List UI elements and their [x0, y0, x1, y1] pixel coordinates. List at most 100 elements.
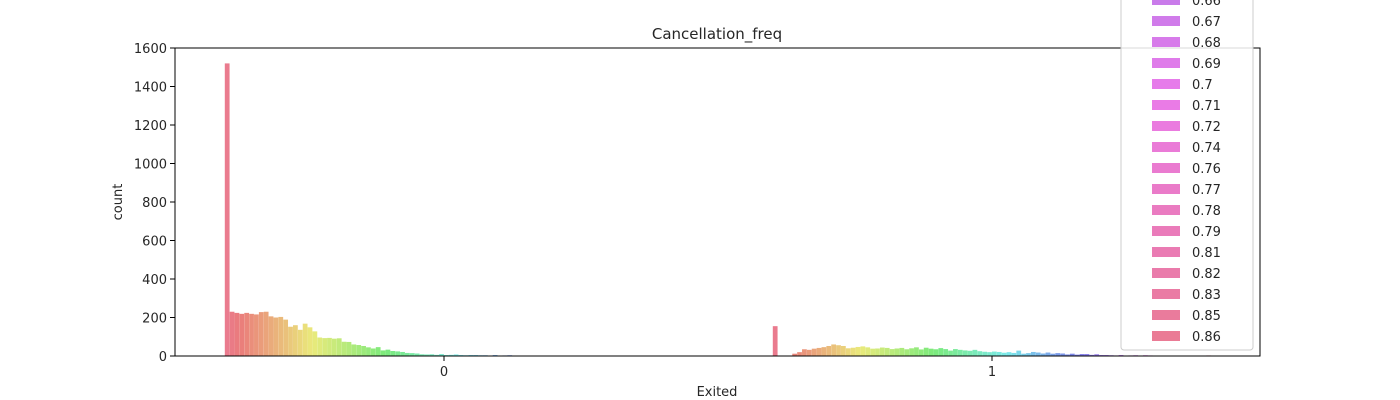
- bar-0-23: [336, 338, 342, 356]
- legend-swatch: [1152, 142, 1180, 152]
- legend-label: 0.77: [1192, 183, 1221, 198]
- bar-0-2: [234, 312, 240, 356]
- bar-1-13: [836, 345, 841, 356]
- bar-1-52: [1026, 353, 1031, 356]
- bar-1-5: [797, 352, 802, 356]
- bar-1-16: [850, 347, 856, 356]
- bar-0-0: [224, 63, 230, 357]
- bar-1-7: [806, 349, 812, 356]
- bar-1-55: [1040, 353, 1046, 356]
- bar-1-34: [938, 348, 944, 356]
- bar-0-3: [239, 313, 245, 356]
- legend-swatch: [1152, 268, 1180, 278]
- bar-1-29: [914, 347, 919, 356]
- y-tick-label: 1600: [134, 42, 167, 57]
- bar-0-33: [385, 349, 391, 356]
- bar-1-26: [899, 347, 905, 356]
- bar-0-25: [346, 341, 352, 356]
- legend-label: 0.66: [1192, 0, 1221, 9]
- bar-1-24: [889, 349, 895, 356]
- plot-frame: [174, 47, 1261, 357]
- bar-1-41: [972, 349, 978, 356]
- bar-1-53: [1030, 351, 1036, 356]
- bar-1-12: [831, 344, 837, 356]
- legend-label: 0.85: [1192, 309, 1221, 324]
- bar-0-10: [273, 317, 279, 356]
- legend-label: 0.81: [1192, 246, 1221, 261]
- legend-label: 0.67: [1192, 15, 1221, 30]
- bar-0-9: [268, 316, 274, 356]
- bar-0-19: [317, 337, 323, 356]
- bar-0-47: [453, 354, 459, 356]
- legend-swatch: [1152, 331, 1180, 341]
- bar-1-64: [1084, 354, 1090, 356]
- bar-1-38: [957, 349, 963, 356]
- bar-1-37: [953, 349, 958, 356]
- bar-1-30: [918, 349, 924, 356]
- bar-1-20: [870, 348, 875, 356]
- legend-swatch: [1152, 310, 1180, 320]
- bar-1-35: [943, 349, 949, 356]
- bar-1-21: [875, 348, 880, 356]
- bar-1-51: [1021, 353, 1026, 356]
- bar-0-43: [434, 354, 440, 356]
- bar-1-28: [909, 348, 914, 356]
- bar-1-25: [894, 348, 900, 356]
- legend-label: 0.86: [1192, 330, 1221, 345]
- legend-swatch: [1152, 247, 1180, 257]
- bar-1-4: [792, 353, 798, 356]
- bar-1-17: [855, 346, 861, 356]
- legend-swatch: [1152, 205, 1180, 215]
- bar-1-60: [1065, 354, 1070, 356]
- bar-0-40: [419, 354, 425, 356]
- y-tick-label: 0: [159, 350, 167, 365]
- bar-0-27: [356, 345, 362, 356]
- bar-1-27: [904, 349, 910, 356]
- legend-label: 0.83: [1192, 288, 1221, 303]
- legend-label: 0.76: [1192, 162, 1221, 177]
- bar-0-35: [395, 351, 401, 356]
- bar-1-23: [884, 347, 890, 356]
- bar-1-15: [845, 348, 851, 356]
- bar-0-4: [244, 312, 250, 356]
- bar-0-22: [331, 338, 337, 356]
- bar-0-46: [448, 354, 454, 356]
- bar-0-15: [297, 329, 303, 356]
- legend-swatch: [1152, 163, 1180, 173]
- bar-1-8: [811, 348, 817, 356]
- bars-layer: [224, 63, 1212, 357]
- bar-1-57: [1050, 353, 1056, 356]
- legend-swatch: [1152, 16, 1180, 26]
- bar-0-29: [366, 347, 371, 356]
- legend-swatch: [1152, 58, 1180, 68]
- y-tick-label: 800: [142, 196, 167, 211]
- bar-1-62: [1074, 354, 1080, 356]
- bar-0-21: [327, 337, 332, 356]
- bar-1-66: [1094, 354, 1100, 356]
- bar-0-38: [409, 353, 415, 356]
- legend-swatch: [1152, 289, 1180, 299]
- legend: 0.66 0.67 0.68 0.69 0.7 0.71 0.72 0.74 0.76 0.77 0…: [1120, 0, 1254, 351]
- bar-0-42: [429, 354, 435, 356]
- chart-title: Cancellation_freq: [652, 25, 782, 44]
- bar-1-19: [865, 347, 871, 356]
- bar-1-56: [1045, 352, 1051, 356]
- bar-1-33: [933, 349, 939, 356]
- bar-1-39: [962, 350, 968, 356]
- bar-1-36: [948, 350, 953, 356]
- bar-1-58: [1055, 353, 1061, 356]
- bar-1-59: [1060, 353, 1065, 356]
- legend-label: 0.7: [1192, 78, 1213, 93]
- bar-0-32: [380, 350, 386, 356]
- bar-1-10: [821, 347, 827, 356]
- bar-1-32: [928, 348, 934, 356]
- bar-1-65: [1089, 354, 1095, 356]
- legend-swatch: [1152, 79, 1180, 89]
- bar-1-22: [879, 347, 885, 356]
- legend-frame: [1120, 0, 1254, 351]
- legend-label: 0.78: [1192, 204, 1221, 219]
- legend-swatch: [1152, 121, 1180, 131]
- legend-label: 0.79: [1192, 225, 1221, 240]
